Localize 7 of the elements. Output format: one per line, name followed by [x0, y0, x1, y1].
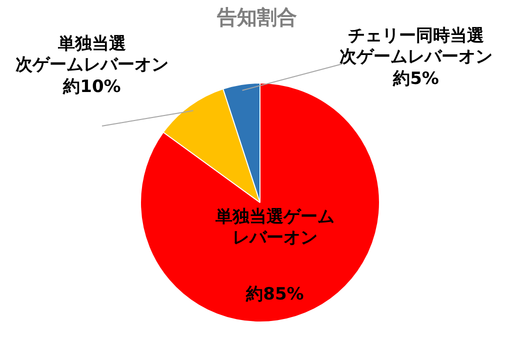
- data-label: 約10%: [63, 76, 121, 97]
- slice-label: チェリー同時当選次ゲームレバーオン: [340, 26, 492, 68]
- data-label: 約5%: [393, 68, 439, 89]
- data-label: 約85%: [246, 284, 304, 306]
- chart-title: 告知割合: [217, 5, 297, 29]
- slice-label: 単独当選ゲームレバーオン: [216, 206, 334, 250]
- slice-label: 単独当選次ゲームレバーオン: [16, 34, 168, 76]
